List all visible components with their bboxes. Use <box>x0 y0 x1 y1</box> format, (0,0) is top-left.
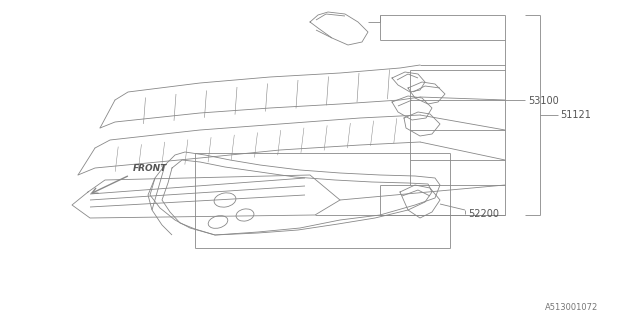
Text: 52200: 52200 <box>468 209 499 219</box>
Text: A513001072: A513001072 <box>545 303 598 312</box>
Text: 53100: 53100 <box>528 96 559 106</box>
Text: FRONT: FRONT <box>133 164 167 173</box>
Text: 51121: 51121 <box>560 110 591 120</box>
